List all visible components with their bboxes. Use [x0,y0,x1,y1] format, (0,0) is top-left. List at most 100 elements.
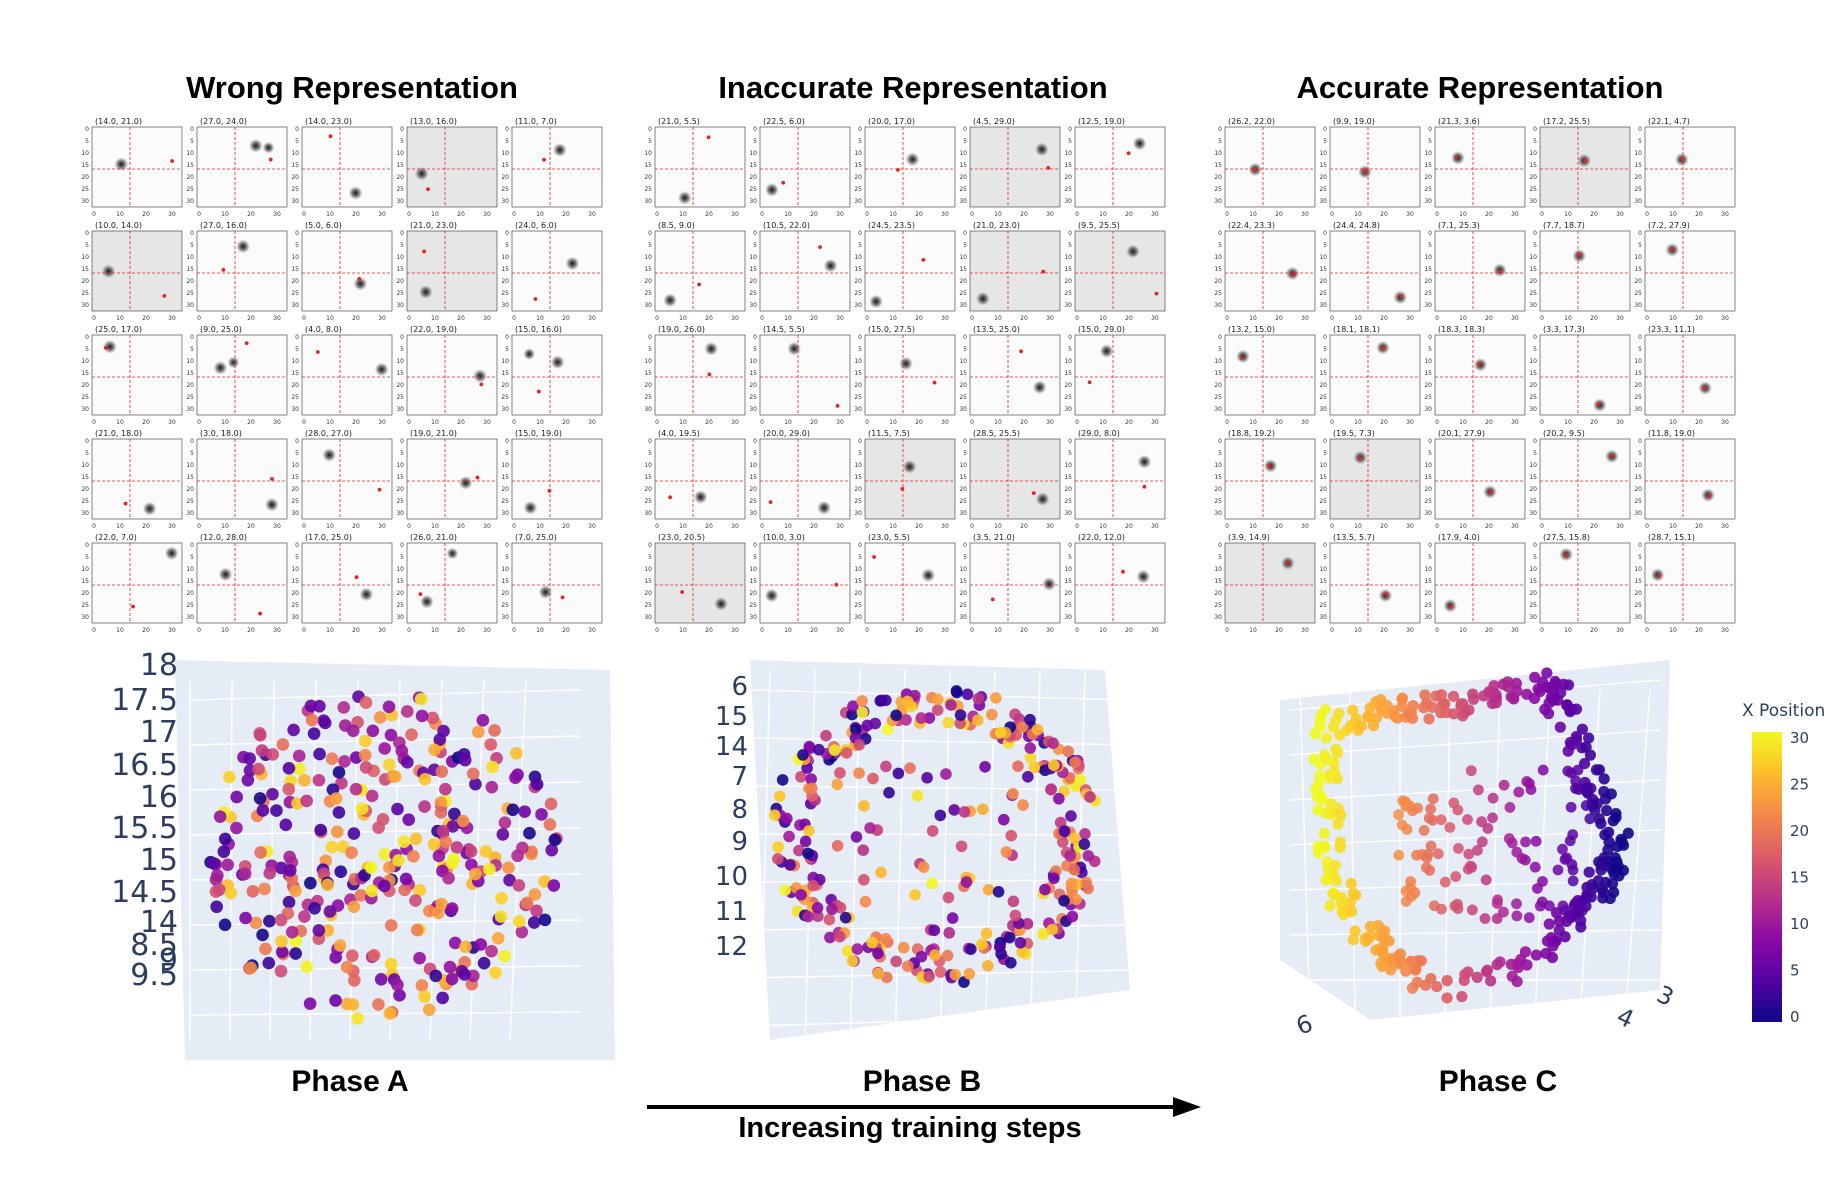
y-tick-label: 0 [1533,126,1537,133]
embedding-point [388,770,402,783]
embedding-point [1048,872,1060,885]
subplot-frame [1539,334,1631,416]
y-tick-label: 25 [1319,602,1327,609]
embedding-point [915,712,928,724]
y-tick-label: 10 [749,566,757,573]
y-tick-label: 30 [1634,406,1642,413]
y-tick-label: 30 [1064,302,1072,309]
y-tick-label: 25 [81,290,89,297]
x-tick-label: 10 [221,627,229,634]
y-tick-label: 25 [749,394,757,401]
subplot-cell: (17.2, 25.5) 0 5 10 15 20 25 30 0 10 20 30 [1529,117,1631,222]
embedding-point [1562,765,1574,777]
embedding-point [1561,852,1573,864]
embedding-point [364,861,378,875]
embedding-point [312,773,326,787]
cloud-phase-b: 6 15 14 7 8 9 10 11 12 [710,660,1131,1065]
y-tick-label: 10 [501,358,509,365]
y-tick-label: 20 [291,174,299,181]
y-tick-label: 15 [1529,266,1537,273]
subplot-cell: (15.0, 29.0) 0 5 10 15 20 25 30 0 10 20 30 [1064,325,1166,430]
embedding-point [1543,900,1555,912]
subplot-cell: (20.0, 17.0) 0 5 10 15 20 25 30 0 10 20 30 [854,117,956,222]
x-tick-label: 20 [915,523,923,530]
subplot-frame [969,334,1061,416]
embedding-point [383,1007,397,1020]
x-tick-label: 0 [970,315,974,322]
x-tick-label: 0 [92,627,96,634]
x-tick-label: 30 [273,523,281,530]
gaussian-blob [764,588,779,603]
y-tick-label: 30 [1424,406,1432,413]
y-tick-label: 25 [644,290,652,297]
predicted-marker [418,592,423,597]
y-tick-label: 25 [1319,290,1327,297]
embedding-point [1332,818,1344,830]
embedding-point [1405,876,1417,887]
embedding-point [312,924,326,937]
x-tick-label: 20 [1380,627,1388,634]
axis-tick-label: 8 [731,795,748,825]
embedding-point [355,802,369,816]
x-tick-label: 30 [273,211,281,218]
embedding-point [405,728,418,742]
embedding-point [303,997,317,1010]
gaussian-blob [693,490,708,505]
embedding-point [1471,971,1483,983]
axis-tick-label: 9.5 [130,958,178,993]
x-tick-label: 10 [994,419,1002,426]
y-tick-label: 10 [1424,254,1432,261]
subplot-coord-label: (20.0, 29.0) [763,429,810,438]
predicted-marker [354,575,359,580]
embedding-point [516,841,529,855]
x-tick-label: 30 [168,211,176,218]
x-tick-label: 20 [247,315,255,322]
y-tick-label: 15 [1634,370,1642,377]
embedding-point [1074,774,1087,786]
y-tick-label: 0 [753,334,757,341]
subplot-coord-label: (4.0, 8.0) [305,325,342,334]
embedding-point [909,889,921,901]
y-tick-label: 0 [753,126,757,133]
y-tick-label: 15 [749,370,757,377]
embedding-point [954,709,967,721]
embedding-point [773,790,786,803]
embedding-point [1435,707,1447,719]
colorbar-tick-label: 0 [1790,1008,1800,1026]
y-tick-label: 25 [396,290,404,297]
embedding-point [840,747,853,759]
embedding-point [1379,925,1391,937]
x-tick-label: 0 [1540,523,1544,530]
embedding-point [1564,736,1576,749]
embedding-point [793,844,805,857]
subplot-frame [406,438,498,520]
y-tick-label: 20 [1214,278,1222,285]
embedding-point [1439,876,1451,888]
y-tick-label: 0 [1428,126,1432,133]
subplot-coord-label: (19.5, 7.3) [1333,429,1375,438]
subplot-coord-label: (28.0, 27.0) [305,429,352,438]
subplot-coord-label: (9.9, 19.0) [1333,117,1375,126]
y-tick-label: 0 [963,438,967,445]
y-tick-label: 15 [749,578,757,585]
y-tick-label: 5 [1638,554,1642,561]
y-tick-label: 10 [644,462,652,469]
embedding-point [1053,792,1065,805]
x-tick-label: 0 [1075,627,1079,634]
subplot-coord-label: (15.0, 27.5) [868,325,915,334]
x-tick-label: 20 [1275,211,1283,218]
x-tick-label: 30 [941,211,949,218]
y-tick-label: 10 [186,462,194,469]
x-tick-label: 30 [941,627,949,634]
y-tick-label: 30 [81,198,89,205]
embedding-point [1569,898,1581,909]
x-tick-label: 20 [562,315,570,322]
y-tick-label: 10 [1064,254,1072,261]
y-tick-label: 0 [190,126,194,133]
